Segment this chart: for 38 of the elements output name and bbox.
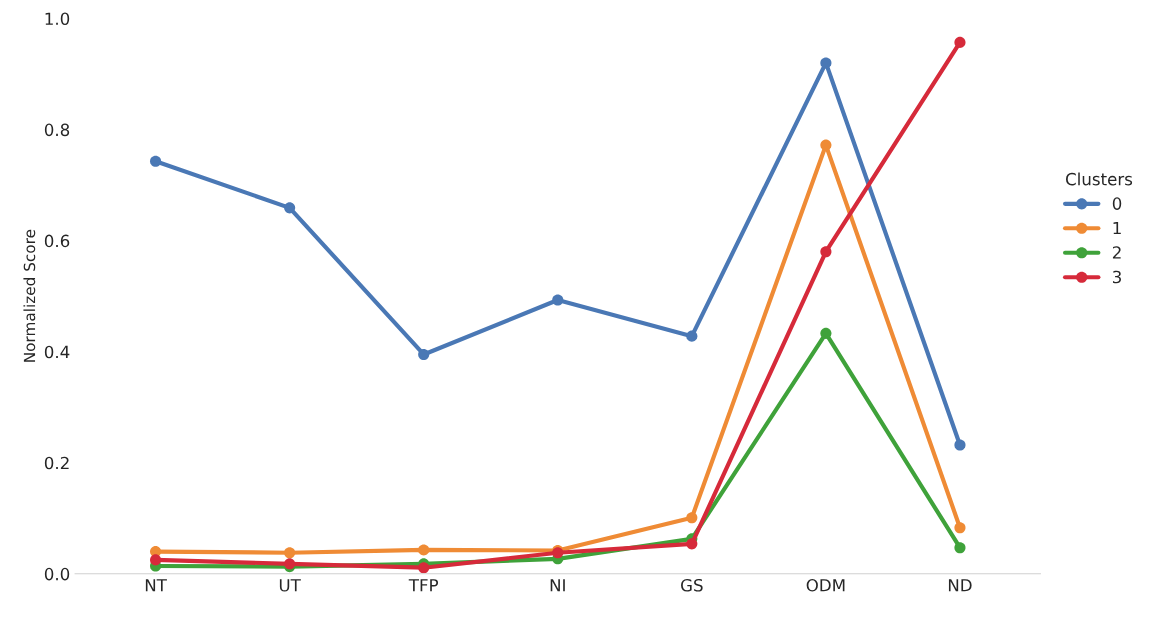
point [686, 330, 698, 342]
legend-label: 2 [1112, 246, 1121, 259]
point [820, 139, 832, 151]
point [418, 544, 430, 556]
point [820, 246, 832, 258]
legend-title: Clusters [1065, 172, 1133, 186]
x-tick-label: NT [145, 579, 167, 592]
point [954, 522, 966, 534]
point [954, 36, 966, 48]
point [418, 562, 430, 574]
y-axis-title: Normalized Score [23, 229, 36, 362]
legend-label: 1 [1113, 221, 1121, 235]
point [686, 538, 698, 550]
x-tick-label: UT [279, 579, 301, 592]
point [686, 512, 698, 524]
y-tick-label: 0.2 [44, 456, 69, 470]
y-tick-label: 1.0 [45, 12, 70, 26]
x-tick-label: GS [681, 578, 703, 592]
y-tick-label: 0.6 [44, 234, 70, 248]
legend-label: 0 [1112, 197, 1122, 210]
point [418, 348, 430, 361]
point [284, 547, 296, 559]
x-tick-label: ND [948, 579, 972, 592]
point [820, 57, 832, 69]
point [150, 554, 162, 566]
x-tick-label: ODM [806, 578, 845, 592]
y-tick-label: 0.4 [44, 345, 70, 359]
point [552, 294, 564, 306]
x-tick-label: NI [550, 579, 565, 592]
x-tick-label: TFP [408, 579, 439, 592]
point [284, 202, 296, 214]
point [150, 155, 162, 167]
point [954, 439, 966, 451]
point [954, 542, 966, 554]
y-tick-label: 0.8 [44, 123, 70, 137]
point [820, 327, 832, 339]
y-tick-label: 0.0 [44, 567, 70, 581]
legend-label: 3 [1112, 270, 1121, 284]
